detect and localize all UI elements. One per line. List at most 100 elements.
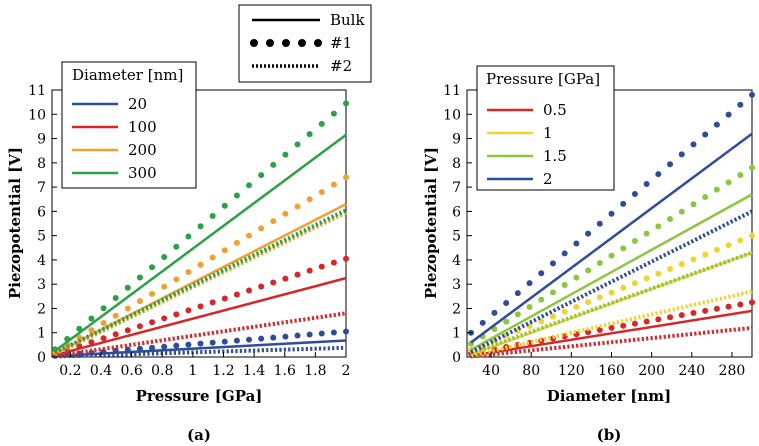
panel-b-series-1.5-n1-point [737, 172, 744, 179]
panel-b-series-1-n1-point [608, 289, 615, 296]
panel-a-series-300-n1-point [221, 202, 228, 209]
panel-a-legend-title: Diameter [nm] [72, 66, 183, 84]
panel-b-series-1.5-n1-point [643, 230, 650, 237]
panel-b-series-1.5-n1-point [702, 194, 709, 201]
panel-b-ylabel: Piezopotential [V] [422, 147, 440, 299]
panel-a-xtick-label: 0.2 [59, 363, 81, 379]
panel-a-series-20-n1-point [343, 328, 349, 335]
panel-b-xtick-label: 280 [719, 363, 746, 379]
panel-b: 40 80 120 160 200 240 280 0 1 2 3 4 5 6 7 8 9 10 11 Diame… [422, 65, 755, 444]
panel-b-series-1.5-n1-point [631, 237, 638, 244]
panel-a-series-100-n1-point [112, 331, 119, 338]
panel-a-series-300-n1-point [343, 100, 349, 107]
panel-a-series-100-n1-point [197, 303, 204, 310]
panel-b-legend-label-1.5: 1.5 [543, 147, 567, 165]
panel-b-series-2-n1-point [702, 131, 709, 138]
panel-b-ytick-label: 11 [443, 83, 461, 99]
style-legend-label-1: #1 [330, 34, 352, 52]
panel-b-series-1.5-n1-point [526, 303, 533, 310]
panel-b-series-1.5-n2 [470, 250, 753, 356]
panel-a-series-300-n1-point [64, 335, 71, 342]
panel-b-series-1.5-n1-point [667, 215, 674, 222]
panel-b-series-0.5-n1-point [585, 329, 592, 336]
panel-a-series-100-n1-point [233, 291, 240, 298]
panel-a-series-20-n1-point [294, 332, 301, 339]
panel-a-series-20-n1-point [173, 342, 180, 349]
panel-b-series-2-n1-point [678, 151, 685, 158]
panel-b-series-1.5-n1-point [713, 186, 720, 193]
panel-b-ytick-label: 2 [452, 301, 461, 317]
panel-a-series-100-n1-point [185, 307, 192, 314]
panel-a-series-20-n1-point [197, 340, 204, 347]
panel-b-series-0.5-n2 [470, 325, 753, 359]
style-legend-dot [250, 39, 258, 47]
panel-a-ytick-label: 2 [37, 301, 46, 317]
panel-b-series-1.5-n1-point [655, 223, 662, 230]
panel-a-series-200-n1-point [318, 188, 325, 195]
panel-a-ytick-label: 6 [37, 204, 46, 220]
panel-b-xtick-label: 240 [678, 363, 705, 379]
panel-a-series-300-n2 [54, 208, 347, 355]
panel-a-xticks: 0.2 0.4 0.6 0.8 1 1.2 1.4 1.6 1.8 2 [59, 352, 350, 379]
panel-a-legend-items: 20 100 200 300 [72, 95, 157, 182]
panel-a-xtick-label: 1.4 [243, 363, 265, 379]
panel-a-ytick-label: 8 [37, 156, 46, 172]
panel-a-series-300-n1-point [197, 223, 204, 230]
panel-b-series-1-n1-point [737, 237, 744, 244]
panel-a-series-20-n1-point [318, 330, 325, 337]
panel-b-series-2-n1-point [749, 91, 755, 98]
panel-b-series-1-n1-point [690, 256, 697, 263]
panel-b-series-1.5-n1-point [549, 289, 556, 296]
panel-b-series-2-n1-point [667, 161, 674, 168]
panel-a-series-200-n1-point [343, 174, 349, 181]
panel-b-xtick-label: 120 [558, 363, 585, 379]
panel-a-series-20-n1-point [246, 336, 253, 343]
panel-b-legend: Pressure [GPa] 0.5 1 1.5 2 [476, 65, 615, 191]
panel-a-series-20-n1 [52, 328, 349, 359]
panel-b-series-1-n1-point [655, 270, 662, 277]
panel-b-series-0.5-n1-point [678, 312, 685, 319]
panel-b-xticks: 40 80 120 160 200 240 280 [482, 352, 745, 379]
panel-a-xtick-label: 0.6 [120, 363, 142, 379]
panel-a-label: (a) [187, 426, 211, 444]
panel-b-series-1-n1-point [573, 303, 580, 310]
panel-a-series-20-n1-point [282, 333, 289, 340]
panel-a-series-300-n1 [52, 100, 349, 353]
panel-b-ytick-label: 0 [452, 350, 461, 366]
panel-a-series-300-n1-point [88, 315, 95, 322]
panel-a-xtick-label: 2 [342, 363, 351, 379]
panel-a-series-200-n1-point [124, 305, 131, 312]
panel-b-label: (b) [597, 426, 622, 444]
panel-b-series-1-n1-point [620, 284, 627, 291]
panel-a-series-100-n1-point [88, 339, 95, 346]
panel-b-series-2-n1-point [655, 171, 662, 178]
panel-b-series-2-n1-point [620, 200, 627, 207]
panel-a-series-200-n1 [52, 174, 349, 356]
panel-a-series-300-bulk [54, 133, 347, 352]
panel-a-series-100-n1-point [258, 283, 265, 290]
style-legend-dot [298, 39, 306, 47]
panel-a-series-300-n1-point [100, 305, 107, 312]
panel-b-series-2-n1-point [596, 220, 603, 227]
panel-b-series-1-n1-point [631, 280, 638, 287]
panel-a-xtick-label: 1.8 [304, 363, 326, 379]
panel-a-series-100-n1-point [318, 263, 325, 270]
panel-a-series-300-n1-point [149, 264, 156, 271]
panel-a-series-100-n1-point [294, 271, 301, 278]
panel-b-series-0.5-n1 [468, 299, 755, 357]
style-legend-label-bulk: Bulk [330, 11, 365, 29]
panel-a-ytick-label: 1 [37, 326, 46, 342]
panel-a-series-200-n1-point [258, 225, 265, 232]
panel-a-series-300-n1-point [330, 110, 337, 117]
panel-b-series-2-n1-point [503, 299, 510, 306]
panel-b-series-2-n1-point [608, 210, 615, 217]
panel-b-series-0.5-n1-point [631, 320, 638, 327]
panel-a-series-300-n1-point [209, 213, 216, 220]
panel-a-xtick-label: 1.2 [212, 363, 234, 379]
panel-b-series-1.5-n1-point [725, 179, 732, 186]
panel-a-series-20-n1-point [136, 345, 143, 352]
panel-b-series-2-n1-point [491, 309, 498, 316]
panel-a-series-300-n1-point [112, 295, 119, 302]
panel-b-series-1.5-n1-point [678, 208, 685, 215]
